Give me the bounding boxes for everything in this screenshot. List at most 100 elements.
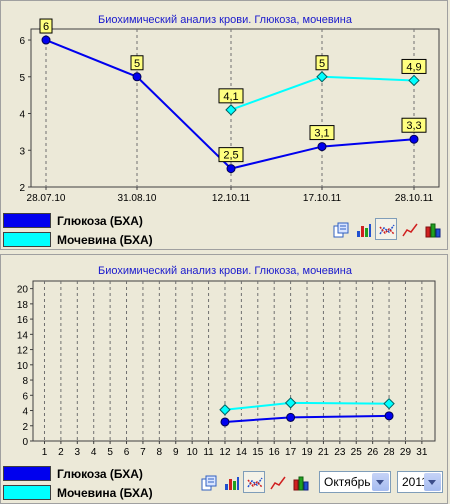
- bottom-y-tick-label: 18: [17, 300, 29, 311]
- trend-line-button[interactable]: [398, 218, 420, 240]
- top-data-label: 2,5: [223, 150, 238, 162]
- chart-data-icon: [333, 222, 349, 238]
- bottom-y-tick-label: 12: [17, 346, 29, 357]
- year-select[interactable]: 2011: [397, 471, 443, 493]
- line-chart-icon: [247, 477, 263, 488]
- bottom-x-tick-label: 19: [301, 447, 313, 458]
- glucose-swatch: [3, 213, 51, 228]
- year-value: 2011: [402, 475, 428, 489]
- legend-label-glucose: Глюкоза (БХА): [57, 467, 143, 481]
- chevron-down-icon[interactable]: [372, 473, 389, 491]
- top-data-point: [409, 134, 419, 144]
- bottom-y-tick-label: 20: [17, 285, 29, 296]
- bottom-y-tick-label: 6: [22, 391, 28, 402]
- 3d-bar-chart-button[interactable]: [421, 218, 443, 240]
- bottom-line-chart: Биохимический анализ крови. Глюкоза, моч…: [17, 265, 436, 458]
- chevron-down-icon[interactable]: [424, 473, 441, 491]
- bottom-toolbar: [197, 471, 315, 493]
- top-data-point: [316, 71, 328, 83]
- top-y-tick-label: 3: [19, 146, 25, 157]
- top-toolbar: [329, 218, 447, 240]
- bottom-x-tick-label: 21: [318, 447, 330, 458]
- top-data-label: 4,9: [406, 61, 421, 73]
- bar-chart-icon: [357, 224, 371, 237]
- bottom-data-point: [220, 417, 230, 427]
- top-y-tick-label: 4: [19, 110, 25, 121]
- chart-data-button[interactable]: [329, 218, 351, 240]
- bottom-x-tick-label: 28: [383, 447, 395, 458]
- bottom-x-tick-label: 2: [58, 447, 64, 458]
- bar-chart-button[interactable]: [352, 218, 374, 240]
- bottom-data-point: [219, 404, 231, 416]
- bottom-data-point: [284, 397, 297, 409]
- 3d-bar-chart-button[interactable]: [289, 471, 311, 493]
- top-data-point: [408, 74, 420, 87]
- top-data-label: 5: [319, 58, 325, 70]
- line-chart-button[interactable]: [243, 471, 265, 493]
- bottom-data-point: [383, 397, 395, 410]
- bottom-x-tick-label: 10: [187, 447, 199, 458]
- top-x-tick-label: 28.10.11: [395, 193, 434, 204]
- bottom-y-tick-label: 2: [22, 422, 28, 433]
- chart-data-icon: [201, 475, 217, 491]
- bottom-x-tick-label: 11: [203, 447, 214, 458]
- legend-label-urea: Мочевина (БХА): [57, 486, 153, 500]
- month-select[interactable]: Октябрь: [319, 471, 391, 493]
- top-line-chart: Биохимический анализ крови. Глюкоза, моч…: [19, 14, 440, 204]
- bottom-x-tick-label: 6: [124, 447, 130, 458]
- bottom-x-tick-label: 16: [269, 447, 281, 458]
- top-data-label-box: [309, 125, 335, 141]
- trend-line-button[interactable]: [266, 471, 288, 493]
- top-data-label-box: [401, 117, 427, 133]
- top-x-tick-label: 17.10.11: [303, 193, 342, 204]
- bottom-chart-panel: Биохимический анализ крови. Глюкоза, моч…: [0, 254, 448, 504]
- bottom-data-point: [286, 412, 296, 422]
- bottom-x-tick-label: 23: [334, 447, 346, 458]
- bottom-y-tick-label: 8: [22, 376, 28, 387]
- top-chart-title: Биохимический анализ крови. Глюкоза, моч…: [98, 14, 353, 26]
- bottom-y-tick-label: 4: [22, 407, 28, 418]
- top-data-label: 5: [134, 58, 140, 70]
- glucose-swatch: [3, 466, 51, 481]
- month-value: Октябрь: [324, 475, 371, 489]
- top-data-label: 4,1: [223, 91, 238, 103]
- bottom-x-tick-label: 4: [91, 447, 97, 458]
- top-data-label-box: [315, 55, 329, 71]
- top-data-point: [317, 142, 327, 152]
- chart-data-button[interactable]: [197, 471, 219, 493]
- bottom-y-tick-label: 10: [17, 361, 29, 372]
- line-chart-button[interactable]: [375, 218, 397, 240]
- top-data-point: [41, 35, 51, 45]
- bottom-plot-area: [32, 280, 436, 442]
- top-data-point: [132, 72, 142, 82]
- top-data-label-box: [218, 147, 244, 163]
- legend-label-glucose: Глюкоза (БХА): [57, 214, 143, 228]
- bottom-x-tick-label: 14: [236, 447, 248, 458]
- bottom-x-tick-label: 17: [285, 447, 297, 458]
- bottom-x-tick-label: 3: [75, 447, 81, 458]
- line-chart-icon: [379, 224, 395, 235]
- bottom-data-point: [384, 411, 394, 421]
- top-data-label-box: [401, 58, 427, 74]
- bottom-x-tick-label: 8: [157, 447, 163, 458]
- bottom-y-tick-label: 0: [22, 437, 28, 448]
- top-data-label-box: [130, 55, 144, 71]
- bottom-x-tick-label: 26: [367, 447, 379, 458]
- bottom-x-tick-label: 5: [107, 447, 113, 458]
- bottom-y-tick-label: 14: [17, 330, 29, 341]
- legend-label-urea: Мочевина (БХА): [57, 233, 153, 247]
- trend-line-icon: [270, 476, 286, 490]
- trend-line-icon: [402, 223, 418, 237]
- bottom-x-tick-label: 15: [252, 447, 264, 458]
- bottom-x-tick-label: 29: [400, 447, 412, 458]
- bottom-x-tick-label: 9: [173, 447, 179, 458]
- top-x-tick-label: 12.10.11: [212, 193, 251, 204]
- top-data-label-box: [39, 18, 53, 34]
- bar-chart-button[interactable]: [220, 471, 242, 493]
- top-y-tick-label: 2: [19, 183, 25, 194]
- top-x-tick-label: 31.08.10: [118, 193, 157, 204]
- bottom-x-tick-label: 1: [42, 447, 48, 458]
- top-chart-panel: Биохимический анализ крови. Глюкоза, моч…: [0, 0, 448, 250]
- urea-swatch: [3, 485, 51, 500]
- top-y-tick-label: 6: [19, 36, 25, 47]
